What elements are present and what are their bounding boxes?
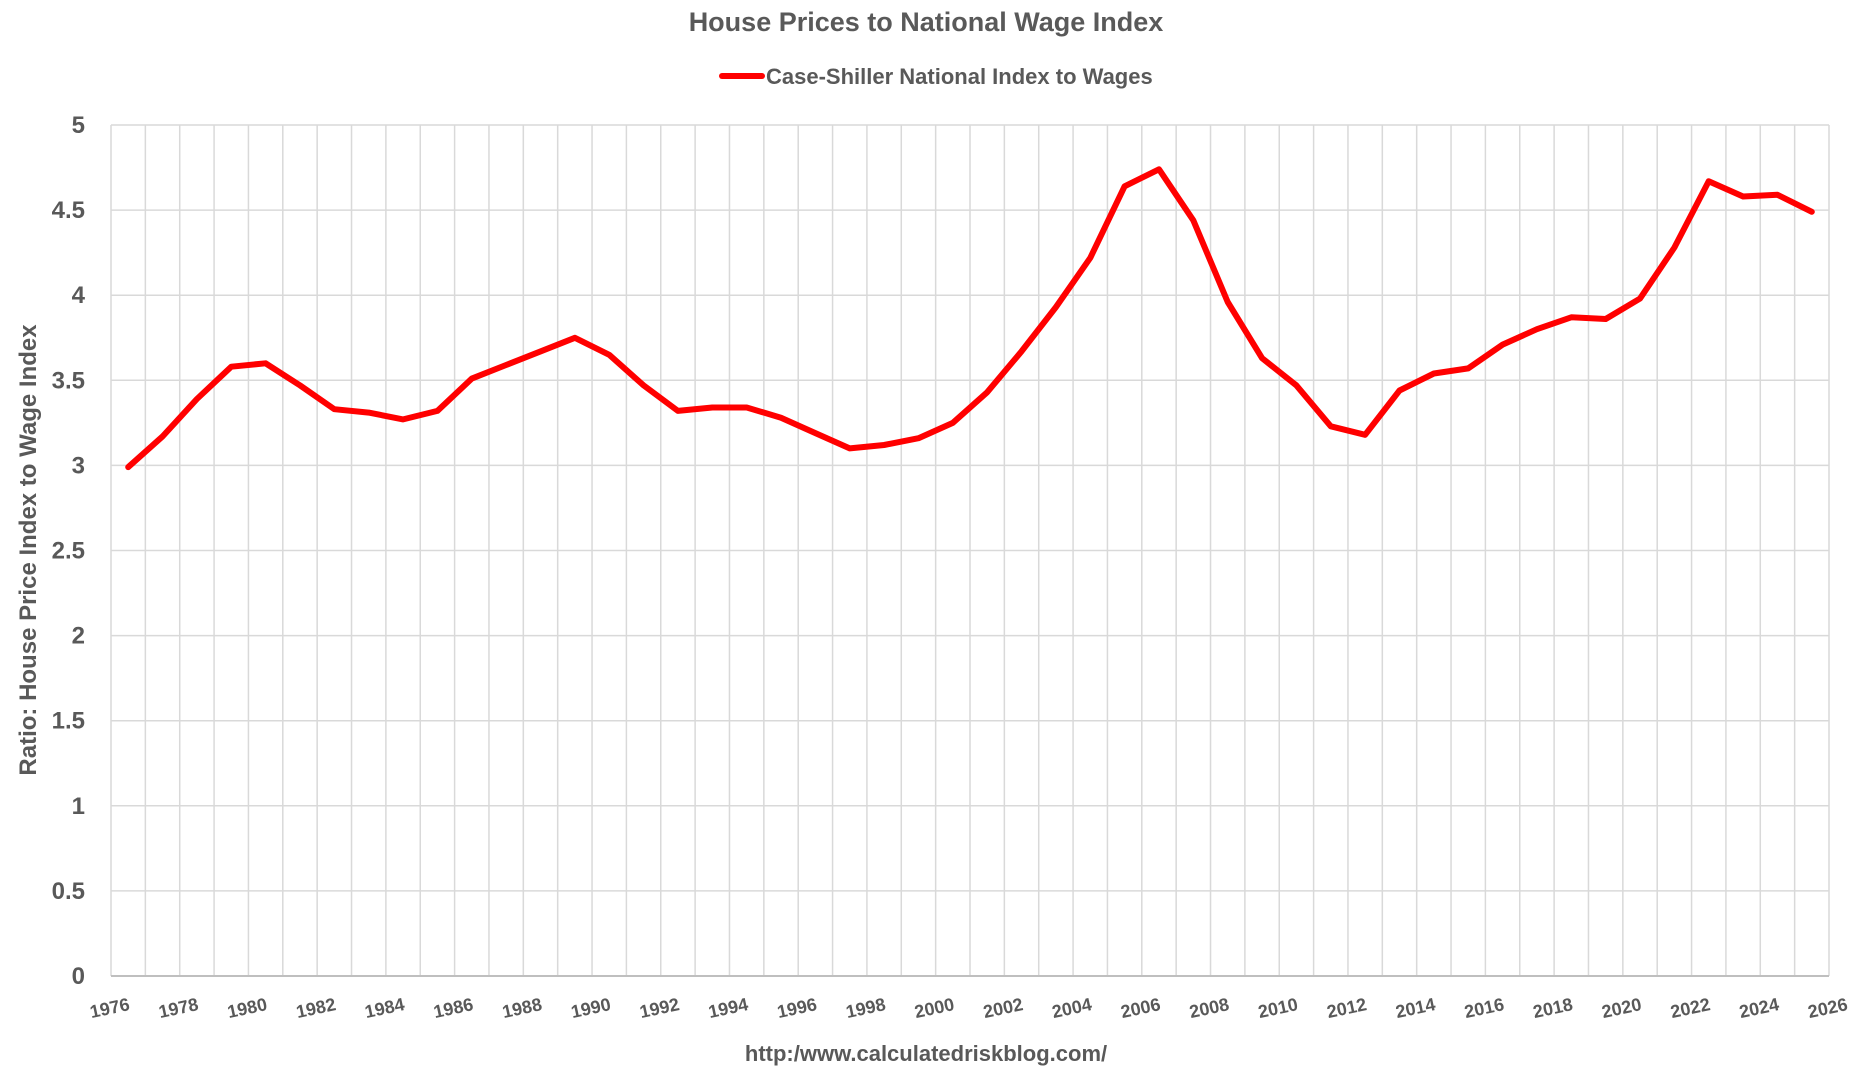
x-tick-label: 1986: [432, 994, 475, 1022]
x-tick-label: 2020: [1600, 994, 1643, 1022]
data-point: [1193, 220, 1194, 221]
data-point: [987, 392, 988, 393]
y-tick-labels: 0 0.5 1 1.5 2 2.5 3 3.5 4 4.5 5: [52, 112, 86, 990]
y-tick-label: 5: [72, 112, 85, 139]
data-point: [540, 351, 541, 352]
data-point: [162, 436, 163, 437]
data-point: [265, 363, 266, 364]
legend-label: Case-Shiller National Index to Wages: [766, 64, 1153, 89]
data-point: [1124, 186, 1125, 187]
x-tick-label: 1978: [157, 994, 200, 1022]
y-tick-label: 2.5: [52, 538, 85, 565]
data-point: [471, 378, 472, 379]
x-tick-label: 2008: [1188, 994, 1231, 1022]
x-tick-label: 1976: [88, 994, 131, 1022]
data-point: [196, 399, 197, 400]
x-tick-label: 1996: [775, 994, 818, 1022]
data-point: [403, 419, 404, 420]
x-tick-labels: 1976 1978 1980 1982 1984 1986 1988 1990 1992 1994…: [88, 994, 1849, 1022]
data-point: [712, 407, 713, 408]
x-tick-label: 1992: [638, 994, 681, 1022]
data-point: [918, 438, 919, 439]
x-tick-label: 2000: [913, 994, 956, 1022]
data-point: [1708, 181, 1709, 182]
data-point: [1262, 358, 1263, 359]
y-tick-label: 3.5: [52, 367, 85, 394]
data-point: [1330, 426, 1331, 427]
x-tick-label: 1998: [844, 994, 887, 1022]
x-tick-label: 1980: [226, 994, 269, 1022]
data-point: [574, 337, 575, 338]
data-point: [884, 444, 885, 445]
chart-title: House Prices to National Wage Index: [689, 7, 1164, 37]
data-point: [1605, 319, 1606, 320]
data-point: [952, 422, 953, 423]
data-point: [1090, 257, 1091, 258]
data-point: [368, 412, 369, 413]
x-tick-label: 2016: [1462, 994, 1505, 1022]
x-tick-label: 2004: [1050, 994, 1093, 1022]
data-point: [1536, 329, 1537, 330]
data-point: [815, 433, 816, 434]
x-tick-label: 2026: [1806, 994, 1849, 1022]
data-point: [1433, 373, 1434, 374]
data-point: [746, 407, 747, 408]
data-point: [1777, 194, 1778, 195]
data-point: [231, 366, 232, 367]
data-point: [643, 385, 644, 386]
data-point: [299, 385, 300, 386]
x-tick-label: 2014: [1394, 994, 1437, 1022]
data-point: [1502, 344, 1503, 345]
y-tick-label: 0: [72, 963, 85, 990]
data-point: [1811, 211, 1812, 212]
data-point: [128, 467, 129, 468]
data-point: [1571, 317, 1572, 318]
x-tick-label: 1988: [500, 994, 543, 1022]
series-line: [125, 166, 1815, 471]
y-tick-label: 1: [72, 793, 85, 820]
data-point: [437, 410, 438, 411]
y-tick-label: 0.5: [52, 878, 85, 905]
x-tick-label: 2010: [1256, 994, 1299, 1022]
data-point: [1468, 368, 1469, 369]
data-point: [1296, 385, 1297, 386]
y-tick-label: 1.5: [52, 708, 85, 735]
y-tick-label: 2: [72, 623, 85, 650]
gridlines: [110, 124, 1830, 977]
x-tick-label: 2006: [1119, 994, 1162, 1022]
data-point: [1674, 247, 1675, 248]
x-tick-label: 2018: [1531, 994, 1574, 1022]
x-tick-label: 1994: [707, 994, 750, 1022]
x-tick-label: 2002: [981, 994, 1024, 1022]
data-point: [334, 409, 335, 410]
data-point: [1055, 307, 1056, 308]
data-point: [1021, 351, 1022, 352]
data-point: [677, 410, 678, 411]
data-point: [1743, 196, 1744, 197]
x-tick-label: 2022: [1669, 994, 1712, 1022]
x-tick-label: 1984: [363, 994, 406, 1022]
x-tick-label: 2024: [1737, 994, 1780, 1022]
legend: Case-Shiller National Index to Wages: [719, 64, 1153, 89]
series-lines: [125, 166, 1815, 471]
data-point: [849, 448, 850, 449]
x-tick-label: 1982: [294, 994, 337, 1022]
data-point: [1640, 298, 1641, 299]
data-point: [1365, 434, 1366, 435]
y-axis-label: Ratio: House Price Index to Wage Index: [15, 324, 42, 776]
data-point: [506, 364, 507, 365]
source-note: http:/www.calculatedriskblog.com/: [745, 1041, 1107, 1066]
data-point: [609, 354, 610, 355]
data-point: [1227, 302, 1228, 303]
data-point: [781, 417, 782, 418]
x-tick-label: 2012: [1325, 994, 1368, 1022]
data-point: [1399, 390, 1400, 391]
y-tick-label: 4: [72, 282, 86, 309]
y-tick-label: 3: [72, 452, 85, 479]
y-tick-label: 4.5: [52, 197, 85, 224]
x-tick-label: 1990: [569, 994, 612, 1022]
data-point: [1158, 169, 1159, 170]
